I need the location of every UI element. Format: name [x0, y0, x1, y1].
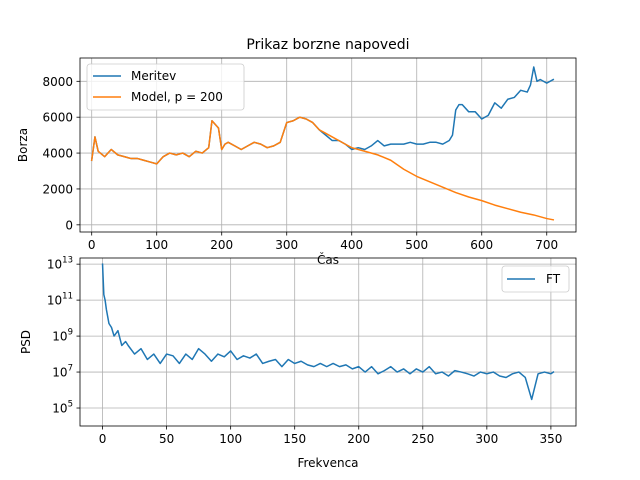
- bottom-chart-ticks: 0 50 100 150 200 250 300 350 105 107 109 1011 1013: [47, 256, 562, 446]
- bot-ytick-label: 1011: [47, 292, 73, 308]
- top-legend-label-meritev: Meritev: [131, 69, 176, 83]
- bottom-legend-label-ft: FT: [546, 272, 561, 286]
- bottom-legend-box: [501, 265, 570, 293]
- top-series-line-1: [90, 116, 555, 221]
- top-legend-label-model: Model, p = 200: [131, 90, 223, 104]
- top-ytick-label: 4000: [42, 147, 73, 161]
- top-legend-box: [86, 63, 245, 111]
- top-chart-series: [90, 66, 555, 221]
- bottom-chart-frame: [79, 257, 577, 427]
- top-chart-legend: Meritev Model, p = 200: [86, 63, 245, 111]
- bottom-chart-xlabel: Frekvenca: [297, 456, 358, 470]
- top-xtick-label: 400: [340, 238, 363, 252]
- bot-xtick-label: 50: [159, 432, 174, 446]
- top-ytick-label: 0: [65, 218, 73, 232]
- top-xtick-label: 700: [535, 238, 558, 252]
- bot-ytick-label: 107: [52, 364, 73, 380]
- top-xtick-label: 300: [275, 238, 298, 252]
- top-ytick-label: 2000: [42, 182, 73, 196]
- top-xtick-label: 500: [405, 238, 428, 252]
- top-xtick-label: 0: [88, 238, 96, 252]
- top-chart-xlabel: Čas: [317, 252, 339, 267]
- bottom-chart-ylabel: PSD: [19, 330, 33, 354]
- top-ytick-label: 8000: [42, 75, 73, 89]
- bot-ytick-label: 105: [52, 400, 73, 416]
- top-chart: Prikaz borzne napovedi 0 100 200 300 400 500 6…: [16, 37, 577, 267]
- bot-xtick-label: 0: [99, 432, 107, 446]
- bottom-chart-series: [101, 263, 555, 401]
- bot-xtick-label: 200: [347, 432, 370, 446]
- bot-xtick-label: 150: [283, 432, 306, 446]
- bot-xtick-label: 100: [219, 432, 242, 446]
- top-xtick-label: 100: [145, 238, 168, 252]
- bottom-chart: 0 50 100 150 200 250 300 350 105 107 109 1011 1013 F…: [19, 256, 577, 470]
- bot-ytick-label: 1013: [47, 256, 73, 272]
- bot-xtick-label: 350: [539, 432, 562, 446]
- top-xtick-label: 600: [470, 238, 493, 252]
- bot-ytick-label: 109: [52, 328, 73, 344]
- top-chart-grid: [80, 58, 576, 232]
- top-ytick-label: 6000: [42, 111, 73, 125]
- top-chart-title: Prikaz borzne napovedi: [246, 37, 409, 53]
- bot-xtick-label: 300: [475, 432, 498, 446]
- bot-series-line-0: [101, 263, 555, 401]
- top-chart-ticks: 0 100 200 300 400 500 600 700 0 2000 4000 6000 8000: [42, 75, 558, 252]
- top-chart-frame: [79, 57, 577, 233]
- top-chart-ylabel: Borza: [16, 128, 30, 162]
- top-xtick-label: 200: [210, 238, 233, 252]
- bottom-chart-legend: FT: [501, 265, 570, 293]
- bot-xtick-label: 250: [411, 432, 434, 446]
